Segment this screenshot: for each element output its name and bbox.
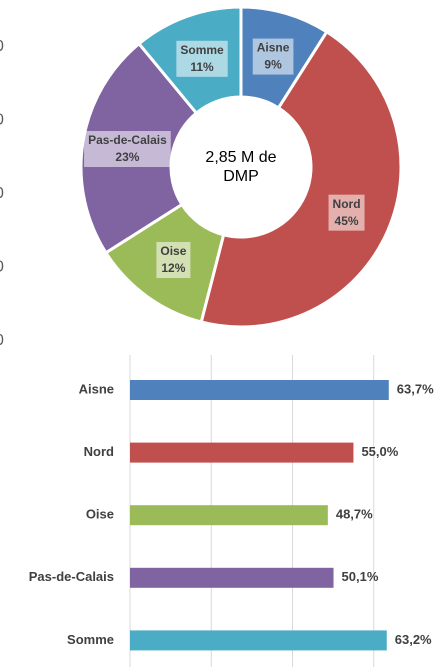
segment-label: Nord 45% — [328, 194, 365, 231]
axis-fragment: 0 — [0, 259, 4, 276]
bar — [130, 380, 389, 400]
segment-name: Pas-de-Calais — [88, 133, 167, 147]
segment-label: Aisne 9% — [252, 38, 294, 75]
bar — [130, 505, 328, 526]
segment-label: Oise 12% — [156, 242, 191, 279]
segment-value: 12% — [161, 261, 185, 275]
value-label: 55,0% — [361, 444, 398, 459]
category-label: Somme — [67, 632, 114, 647]
bar — [130, 630, 387, 651]
label-box — [84, 131, 171, 168]
segment-name: Aisne — [257, 41, 290, 55]
segment-name: Nord — [333, 197, 361, 211]
segment-value: 11% — [190, 60, 214, 74]
donut-center-label: 2,85 M de DMP — [205, 149, 277, 185]
segment-name: Oise — [160, 244, 186, 258]
label-box — [156, 242, 191, 279]
label-box — [252, 38, 294, 75]
label-box — [176, 40, 228, 77]
axis-fragment: 0 — [0, 185, 4, 202]
value-label: 63,7% — [397, 381, 434, 396]
category-label: Pas-de-Calais — [29, 569, 114, 584]
category-label: Aisne — [79, 381, 114, 396]
axis-fragment: 0 — [0, 112, 4, 129]
value-label: 48,7% — [336, 507, 373, 522]
category-label: Nord — [84, 444, 114, 459]
value-label: 50,1% — [342, 569, 379, 584]
axis-fragment: 0 — [0, 332, 4, 349]
category-label: Oise — [86, 507, 114, 522]
bar — [130, 567, 334, 588]
donut-segment — [199, 29, 403, 329]
segment-label: Somme 11% — [176, 40, 228, 77]
label-box — [328, 194, 365, 231]
axis-fragment: 0 — [0, 38, 4, 55]
segment-name: Somme — [180, 43, 224, 57]
segment-value: 45% — [335, 214, 359, 228]
segment-value: 9% — [264, 58, 282, 72]
bar — [130, 442, 354, 463]
segment-label: Pas-de-Calais 23% — [84, 131, 171, 168]
value-label: 63,2% — [395, 632, 432, 647]
segment-value: 23% — [115, 150, 139, 164]
